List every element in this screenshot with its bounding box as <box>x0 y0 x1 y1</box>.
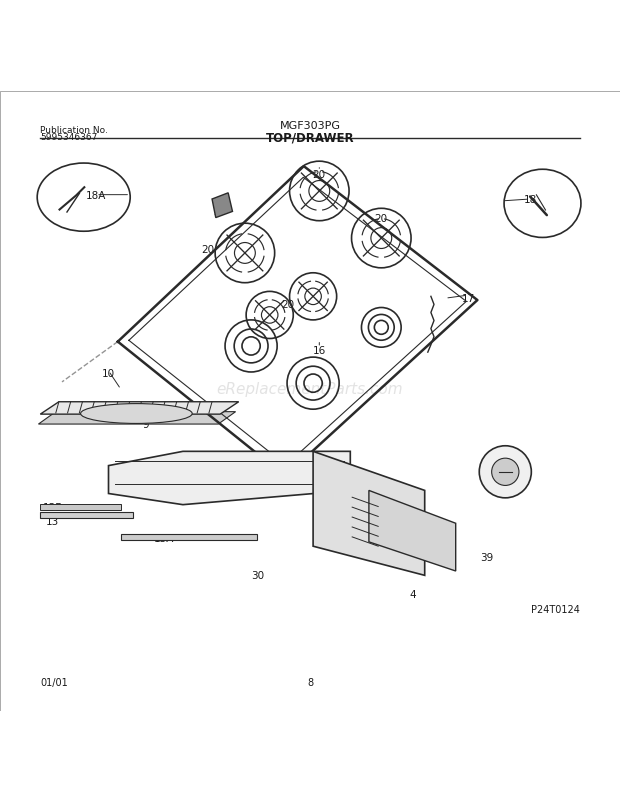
Polygon shape <box>121 534 257 541</box>
Polygon shape <box>40 504 121 510</box>
Text: 85: 85 <box>238 460 252 469</box>
Text: 20: 20 <box>374 213 388 223</box>
Text: 13B: 13B <box>43 503 63 512</box>
Polygon shape <box>313 452 425 576</box>
Text: 16: 16 <box>312 345 326 355</box>
Text: 20: 20 <box>281 300 295 310</box>
Text: 30: 30 <box>250 571 264 581</box>
Text: 17: 17 <box>461 294 475 304</box>
Circle shape <box>492 459 519 486</box>
Circle shape <box>479 446 531 498</box>
Text: 1: 1 <box>161 478 167 488</box>
Text: Publication No.: Publication No. <box>40 125 108 135</box>
Text: 20: 20 <box>312 170 326 180</box>
Text: 18A: 18A <box>86 190 106 200</box>
Text: 01/01: 01/01 <box>40 677 68 687</box>
Text: 25: 25 <box>213 207 227 217</box>
Text: P24T0124: P24T0124 <box>531 605 580 614</box>
Text: 5: 5 <box>502 465 508 476</box>
Text: 2: 2 <box>347 490 353 500</box>
Text: TOP/DRAWER: TOP/DRAWER <box>266 131 354 144</box>
Text: 10: 10 <box>102 368 115 378</box>
Text: 8: 8 <box>307 677 313 687</box>
Text: 39: 39 <box>480 552 494 562</box>
Text: 5995346367: 5995346367 <box>40 133 98 142</box>
Polygon shape <box>108 452 350 505</box>
Text: 13A: 13A <box>154 533 174 544</box>
Text: eReplacementParts.com: eReplacementParts.com <box>216 381 404 396</box>
Ellipse shape <box>81 404 192 424</box>
Text: 20: 20 <box>201 245 215 254</box>
Polygon shape <box>40 512 133 519</box>
Text: 9: 9 <box>143 419 149 430</box>
Text: 4: 4 <box>409 589 415 599</box>
Text: 2A: 2A <box>374 478 388 488</box>
Polygon shape <box>40 403 239 415</box>
Polygon shape <box>38 412 236 424</box>
Polygon shape <box>212 193 232 218</box>
Text: MGF303PG: MGF303PG <box>280 121 340 131</box>
Text: 13: 13 <box>46 516 60 527</box>
Text: 18: 18 <box>523 195 537 205</box>
Polygon shape <box>369 491 456 571</box>
